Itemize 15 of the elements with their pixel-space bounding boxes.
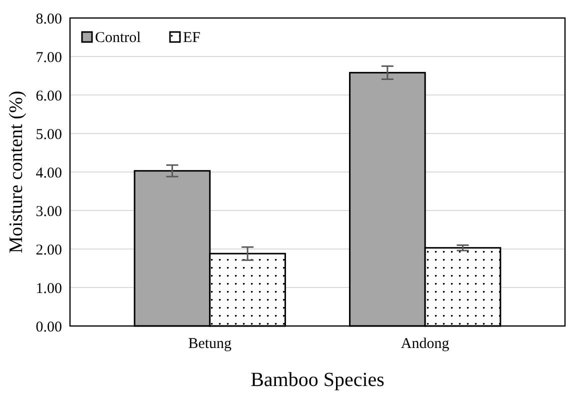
y-tick-label: 1.00 bbox=[36, 280, 62, 297]
x-tick-label: Betung bbox=[188, 336, 232, 352]
x-axis-title: Bamboo Species bbox=[250, 369, 385, 391]
y-tick-label: 5.00 bbox=[36, 126, 62, 143]
y-tick-label: 4.00 bbox=[36, 165, 62, 182]
y-tick-label: 2.00 bbox=[36, 242, 62, 258]
y-tick-label: 3.00 bbox=[36, 204, 62, 220]
y-tick-label: 0.00 bbox=[36, 319, 62, 336]
y-tick-label: 6.00 bbox=[36, 88, 62, 104]
y-axis-title: Moisture content (%) bbox=[6, 90, 27, 254]
legend-label: Control bbox=[95, 30, 141, 46]
y-tick-label: 7.00 bbox=[36, 50, 62, 66]
legend-label: EF bbox=[183, 30, 201, 46]
x-tick-label: Andong bbox=[400, 336, 450, 352]
y-tick-label: 8.00 bbox=[36, 11, 62, 28]
